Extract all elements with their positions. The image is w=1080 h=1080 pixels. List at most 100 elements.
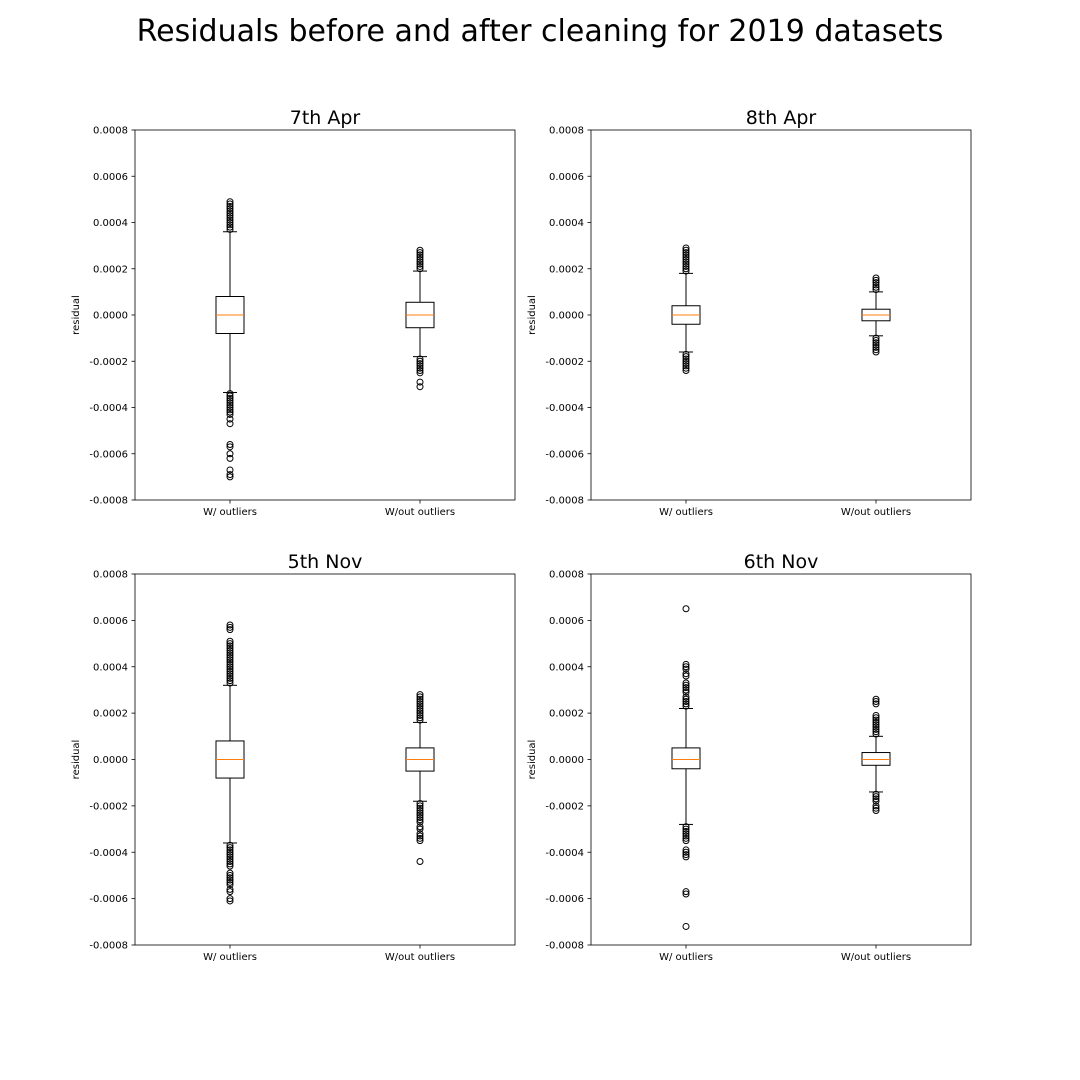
outlier-point (226, 848, 234, 856)
outlier-point (872, 716, 880, 724)
axes-frame (590, 129, 972, 501)
outlier-point (682, 360, 690, 368)
outlier-point (226, 647, 234, 655)
outlier-point (872, 348, 880, 356)
outlier-point (226, 658, 234, 666)
outlier-point (416, 383, 424, 391)
outlier-point (226, 202, 234, 210)
outlier-point (416, 823, 424, 831)
axes-frame (134, 573, 516, 946)
outlier-point (226, 404, 234, 411)
outlier-point (226, 408, 234, 416)
y-axis-label: residual (71, 295, 82, 335)
box (671, 747, 701, 770)
outlier-point (226, 653, 234, 661)
outlier-point (416, 360, 424, 368)
y-tick-label: -0.0008 (545, 941, 584, 952)
y-tick-label: -0.0006 (545, 894, 584, 905)
outlier-point (416, 830, 424, 838)
y-tick-label: -0.0004 (545, 848, 584, 859)
y-tick-label: 0.0000 (549, 311, 584, 322)
outlier-point (226, 415, 234, 423)
outlier-point (416, 818, 424, 826)
box (861, 752, 891, 766)
y-tick-label: -0.0002 (89, 801, 128, 812)
outlier-point (682, 670, 690, 678)
outlier-point (872, 698, 880, 706)
outlier-point (682, 702, 690, 710)
outlier-point (226, 844, 234, 852)
outlier-point (682, 663, 690, 671)
outlier-point (682, 367, 690, 374)
outlier-point (682, 262, 690, 270)
boxplot-without-outliers (405, 246, 435, 391)
y-tick-label: 0.0008 (93, 126, 128, 137)
boxplot-with-outliers (215, 198, 245, 481)
outlier-point (416, 837, 424, 845)
boxplot-without-outliers (861, 695, 891, 815)
outlier-point (226, 846, 234, 854)
x-tick-label: W/out outliers (385, 952, 455, 963)
outlier-point (416, 858, 424, 866)
outlier-point (682, 681, 690, 689)
outlier-point (872, 274, 880, 282)
outlier-point (682, 260, 690, 268)
outlier-point (682, 837, 690, 845)
y-tick-label: 0.0006 (93, 172, 128, 183)
outlier-point (872, 276, 880, 284)
outlier-point (416, 834, 424, 842)
x-tick-label: W/out outliers (841, 952, 911, 963)
outlier-point (872, 793, 880, 801)
outlier-point (416, 716, 424, 724)
outlier-point (682, 246, 690, 254)
y-tick-label: 0.0004 (549, 662, 584, 673)
outlier-point (226, 225, 234, 233)
y-axis-label: residual (527, 740, 538, 780)
outlier-point (226, 649, 234, 657)
outlier-point (226, 871, 234, 879)
y-tick-label: -0.0004 (89, 848, 128, 859)
outlier-point (682, 679, 690, 687)
outlier-point (226, 656, 234, 664)
outlier-point (872, 286, 880, 294)
y-tick-label: 0.0002 (93, 264, 128, 275)
outlier-point (416, 807, 424, 815)
outlier-point (872, 700, 880, 708)
outlier-point (226, 410, 234, 418)
outlier-point (226, 399, 234, 407)
outlier-point (226, 876, 234, 884)
outlier-point (872, 341, 880, 349)
outlier-point (682, 364, 690, 372)
outlier-point (682, 684, 690, 692)
y-tick-label: -0.0006 (545, 449, 584, 460)
outlier-point (872, 795, 880, 803)
outlier-point (226, 223, 234, 231)
outlier-point (416, 816, 424, 824)
outlier-point (226, 200, 234, 208)
outlier-point (682, 353, 690, 361)
outlier-point (416, 704, 424, 712)
outlier-point (226, 401, 234, 409)
x-tick-label: W/out outliers (385, 507, 455, 518)
subplot-title: 8th Apr (746, 107, 817, 129)
outlier-point (872, 802, 880, 810)
outlier-point (872, 723, 880, 731)
y-tick-label: 0.0008 (93, 570, 128, 581)
outlier-point (416, 265, 424, 273)
y-tick-label: -0.0008 (89, 496, 128, 507)
outlier-point (682, 265, 690, 273)
outlier-point (226, 885, 234, 893)
y-tick-label: 0.0004 (93, 218, 128, 229)
y-tick-label: -0.0004 (545, 403, 584, 414)
outlier-point (416, 698, 424, 706)
outlier-point (226, 441, 234, 448)
axes-frame (590, 573, 972, 946)
outlier-point (682, 251, 690, 259)
outlier-point (872, 343, 880, 351)
outlier-point (872, 725, 880, 733)
outlier-point (682, 267, 690, 275)
outlier-point (226, 670, 234, 678)
y-tick-label: -0.0008 (545, 496, 584, 507)
y-axis-label: residual (527, 295, 538, 335)
outlier-point (872, 728, 880, 736)
